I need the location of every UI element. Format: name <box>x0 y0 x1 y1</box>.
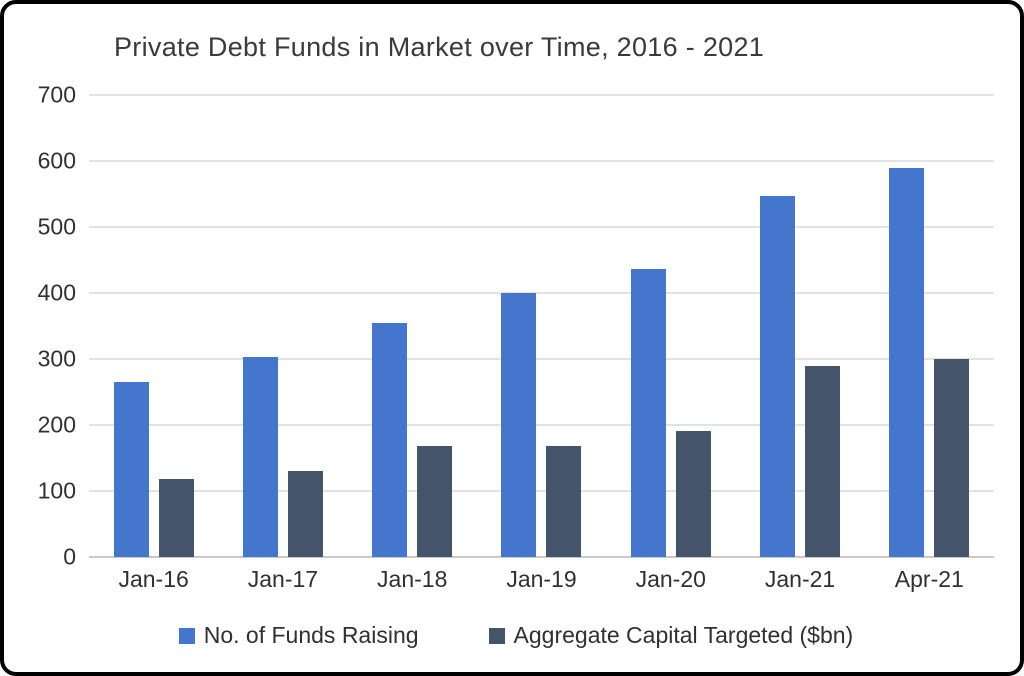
x-tick-label: Jan-21 <box>764 566 836 592</box>
x-tick-label: Jan-18 <box>377 566 448 592</box>
legend-label: No. of Funds Raising <box>203 622 419 648</box>
y-tick-label: 600 <box>37 147 76 174</box>
bar-group-jan-18 <box>348 95 477 557</box>
y-axis: 0 100 200 300 400 500 600 700 <box>4 82 76 570</box>
bar-aggregate-capital-targeted-bn <box>675 430 711 557</box>
x-tick-label: Jan-20 <box>635 566 706 592</box>
legend-item: Aggregate Capital Targeted ($bn) <box>488 622 854 649</box>
bar-no-of-funds-raising <box>113 382 149 557</box>
y-tick-label: 300 <box>37 345 76 372</box>
x-tick-label: Jan-16 <box>118 566 189 592</box>
gridline <box>89 424 994 426</box>
x-tick-label: Jan-19 <box>506 566 577 592</box>
legend-swatch-icon <box>488 627 505 644</box>
x-tick-label: Apr-21 <box>894 566 964 592</box>
gridline <box>89 159 994 162</box>
gridline <box>89 490 994 492</box>
bar-aggregate-capital-targeted-bn <box>417 446 453 557</box>
gridline <box>89 225 994 228</box>
y-tick-label: 100 <box>37 477 76 504</box>
y-tick-label: 700 <box>37 81 76 108</box>
gridline <box>89 94 994 96</box>
bar-group-jan-20 <box>606 95 735 557</box>
bar-group-jan-16 <box>89 95 218 557</box>
bar-groups <box>89 95 994 557</box>
legend-swatch-icon <box>178 627 195 644</box>
chart-title: Private Debt Funds in Market over Time, … <box>114 32 765 62</box>
y-tick-label: 400 <box>37 279 76 306</box>
bar-group-apr-21 <box>865 95 994 557</box>
bar-no-of-funds-raising <box>760 195 796 557</box>
gridline <box>89 292 994 294</box>
bar-no-of-funds-raising <box>242 357 278 557</box>
x-tick-label: Jan-17 <box>247 566 319 592</box>
bar-group-jan-19 <box>477 95 606 557</box>
gridline <box>89 357 994 360</box>
bar-aggregate-capital-targeted-bn <box>546 446 582 557</box>
bar-aggregate-capital-targeted-bn <box>158 479 194 557</box>
bar-no-of-funds-raising <box>630 269 666 557</box>
legend: No. of Funds Raising Aggregate Capital Ta… <box>4 622 1024 649</box>
legend-label: Aggregate Capital Targeted ($bn) <box>513 622 854 648</box>
bar-aggregate-capital-targeted-bn <box>805 365 841 557</box>
y-tick-label: 500 <box>37 213 76 240</box>
bar-aggregate-capital-targeted-bn <box>934 359 970 557</box>
bar-group-jan-21 <box>735 95 864 557</box>
y-tick-label: 0 <box>63 543 76 570</box>
bar-group-jan-17 <box>218 95 347 557</box>
x-axis-line <box>89 556 994 558</box>
bar-no-of-funds-raising <box>372 322 408 557</box>
bar-no-of-funds-raising <box>889 167 925 557</box>
legend-item: No. of Funds Raising <box>178 622 419 649</box>
y-tick-label: 200 <box>37 411 76 438</box>
bar-no-of-funds-raising <box>501 293 537 557</box>
bar-aggregate-capital-targeted-bn <box>287 471 323 557</box>
plot-area <box>89 94 994 558</box>
x-axis: Jan-16 Jan-17 Jan-18 Jan-19 Jan-20 Jan-21 Apr-… <box>89 566 994 600</box>
